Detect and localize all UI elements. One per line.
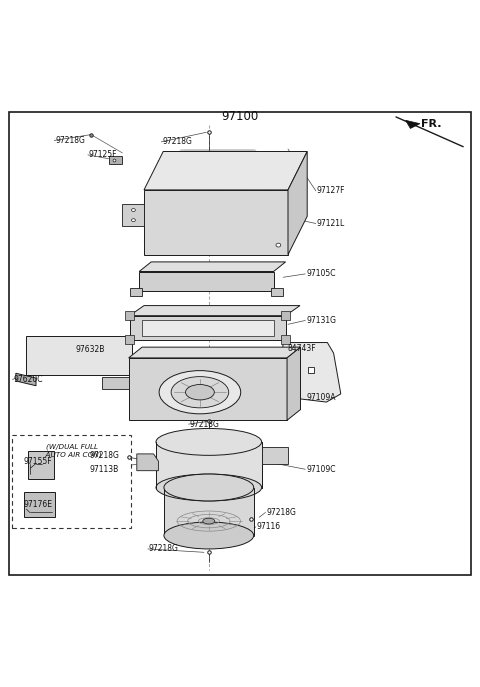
Polygon shape (129, 358, 287, 420)
Text: 84743F: 84743F (288, 344, 317, 353)
Bar (142, 319, 274, 336)
Ellipse shape (132, 218, 135, 222)
Text: 97218G: 97218G (190, 420, 219, 429)
Polygon shape (122, 204, 144, 226)
Text: 97620C: 97620C (13, 375, 43, 384)
Bar (281, 335, 290, 344)
Bar (24, 493, 55, 517)
Bar (281, 311, 290, 320)
Text: AUTO AIR CON): AUTO AIR CON) (41, 452, 102, 458)
Polygon shape (130, 289, 142, 295)
Polygon shape (271, 289, 283, 295)
Text: 97131G: 97131G (306, 316, 336, 325)
Text: (W/DUAL FULL: (W/DUAL FULL (46, 443, 97, 450)
Polygon shape (129, 347, 300, 358)
Ellipse shape (164, 474, 253, 501)
Ellipse shape (185, 385, 215, 400)
Polygon shape (139, 262, 286, 271)
Polygon shape (130, 306, 300, 315)
Ellipse shape (276, 243, 281, 247)
Ellipse shape (164, 522, 253, 549)
Text: 97218G: 97218G (149, 544, 179, 554)
Polygon shape (130, 315, 286, 339)
Ellipse shape (156, 474, 262, 501)
Text: 97113B: 97113B (89, 465, 119, 474)
Polygon shape (16, 373, 36, 385)
Polygon shape (102, 376, 129, 389)
Bar (28, 451, 54, 479)
Polygon shape (109, 157, 122, 164)
Text: 97218G: 97218G (162, 137, 192, 146)
Polygon shape (288, 152, 307, 255)
Ellipse shape (132, 209, 135, 212)
Text: 97155F: 97155F (23, 457, 52, 466)
Text: 97109A: 97109A (306, 393, 336, 402)
Text: 97109C: 97109C (306, 465, 336, 474)
Bar (125, 335, 134, 344)
Text: 97218G: 97218G (55, 136, 85, 145)
Polygon shape (137, 454, 158, 471)
Text: FR.: FR. (421, 119, 442, 128)
Bar (26, 337, 132, 374)
Polygon shape (262, 447, 288, 464)
Ellipse shape (159, 370, 241, 414)
Text: 97218G: 97218G (266, 508, 296, 517)
Ellipse shape (203, 518, 215, 524)
Text: 97121L: 97121L (317, 219, 345, 228)
Bar (125, 311, 134, 320)
Ellipse shape (171, 376, 229, 408)
Polygon shape (139, 271, 274, 291)
Bar (12, 435, 131, 528)
Text: 97116: 97116 (257, 522, 281, 531)
Text: 97632B: 97632B (76, 346, 105, 354)
Polygon shape (406, 120, 420, 128)
Text: 97125F: 97125F (89, 150, 117, 159)
Text: 97100: 97100 (221, 111, 259, 124)
Bar (156, 442, 262, 488)
Polygon shape (287, 347, 300, 420)
Text: 97127F: 97127F (317, 186, 345, 195)
Text: 97176E: 97176E (23, 500, 52, 509)
Polygon shape (144, 190, 288, 255)
Bar (164, 488, 253, 535)
Text: 97218G: 97218G (89, 451, 119, 460)
Ellipse shape (156, 429, 262, 455)
Polygon shape (278, 343, 341, 402)
Polygon shape (144, 152, 307, 190)
Text: 97105C: 97105C (306, 269, 336, 278)
